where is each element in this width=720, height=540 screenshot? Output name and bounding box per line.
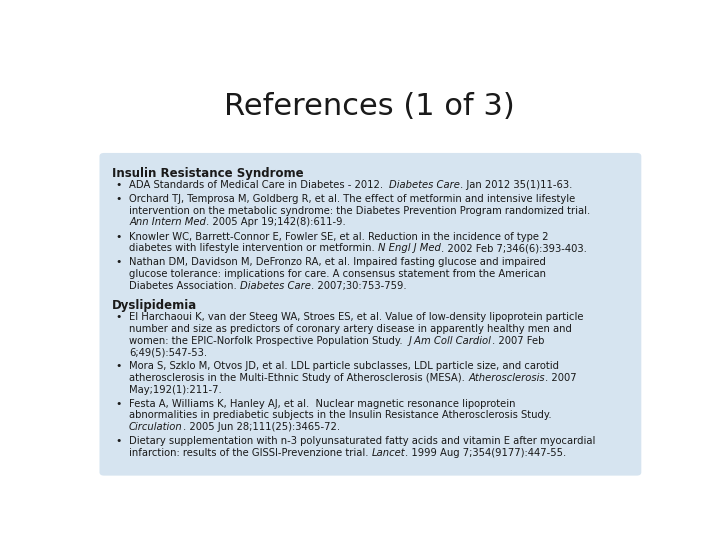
Text: . 2002 Feb 7;346(6):393-403.: . 2002 Feb 7;346(6):393-403. (441, 243, 587, 253)
Text: Festa A, Williams K, Hanley AJ, et al.  Nuclear magnetic resonance lipoprotein: Festa A, Williams K, Hanley AJ, et al. N… (129, 399, 516, 409)
Text: women: the EPIC-Norfolk Prospective Population Study.: women: the EPIC-Norfolk Prospective Popu… (129, 336, 409, 346)
Text: . 2005 Jun 28;111(25):3465-72.: . 2005 Jun 28;111(25):3465-72. (183, 422, 340, 432)
Text: . 1999 Aug 7;354(9177):447-55.: . 1999 Aug 7;354(9177):447-55. (405, 448, 567, 458)
Text: diabetes with lifestyle intervention or metformin.: diabetes with lifestyle intervention or … (129, 243, 378, 253)
Text: Circulation: Circulation (129, 422, 183, 432)
Text: Dietary supplementation with n-3 polyunsaturated fatty acids and vitamin E after: Dietary supplementation with n-3 polyuns… (129, 436, 595, 446)
Text: Insulin Resistance Syndrome: Insulin Resistance Syndrome (112, 167, 304, 180)
Text: Lancet: Lancet (372, 448, 405, 458)
Text: •: • (115, 312, 122, 322)
Text: glucose tolerance: implications for care. A consensus statement from the America: glucose tolerance: implications for care… (129, 269, 546, 279)
Text: . 2007 Feb: . 2007 Feb (492, 336, 544, 346)
Text: Diabetes Care: Diabetes Care (240, 281, 311, 291)
Text: 6;49(5):547-53.: 6;49(5):547-53. (129, 347, 207, 357)
FancyBboxPatch shape (99, 153, 642, 476)
Text: Ann Intern Med: Ann Intern Med (129, 218, 206, 227)
Text: . 2007: . 2007 (545, 373, 576, 383)
Text: . 2005 Apr 19;142(8):611-9.: . 2005 Apr 19;142(8):611-9. (206, 218, 346, 227)
Text: . 2007;30:753-759.: . 2007;30:753-759. (311, 281, 406, 291)
Text: atherosclerosis in the Multi-Ethnic Study of Atherosclerosis (MESA).: atherosclerosis in the Multi-Ethnic Stud… (129, 373, 468, 383)
Text: intervention on the metabolic syndrome: the Diabetes Prevention Program randomiz: intervention on the metabolic syndrome: … (129, 206, 590, 216)
Text: number and size as predictors of coronary artery disease in apparently healthy m: number and size as predictors of coronar… (129, 324, 572, 334)
Text: . Jan 2012 35(1)11-63.: . Jan 2012 35(1)11-63. (460, 180, 572, 190)
Text: J Am Coll Cardiol: J Am Coll Cardiol (409, 336, 492, 346)
Text: •: • (115, 180, 122, 190)
Text: Nathan DM, Davidson M, DeFronzo RA, et al. Impaired fasting glucose and impaired: Nathan DM, Davidson M, DeFronzo RA, et a… (129, 258, 546, 267)
Text: Mora S, Szklo M, Otvos JD, et al. LDL particle subclasses, LDL particle size, an: Mora S, Szklo M, Otvos JD, et al. LDL pa… (129, 361, 559, 372)
Text: May;192(1):211-7.: May;192(1):211-7. (129, 384, 222, 395)
Text: •: • (115, 436, 122, 446)
Text: References (1 of 3): References (1 of 3) (224, 92, 514, 121)
Text: •: • (115, 399, 122, 409)
Text: Diabetes Association.: Diabetes Association. (129, 281, 240, 291)
Text: N Engl J Med: N Engl J Med (378, 243, 441, 253)
Text: •: • (115, 361, 122, 372)
Text: infarction: results of the GISSI-Prevenzione trial.: infarction: results of the GISSI-Prevenz… (129, 448, 372, 458)
Text: El Harchaoui K, van der Steeg WA, Stroes ES, et al. Value of low-density lipopro: El Harchaoui K, van der Steeg WA, Stroes… (129, 312, 583, 322)
Text: Knowler WC, Barrett-Connor E, Fowler SE, et al. Reduction in the incidence of ty: Knowler WC, Barrett-Connor E, Fowler SE,… (129, 232, 549, 241)
Text: Atherosclerosis: Atherosclerosis (468, 373, 545, 383)
Text: Diabetes Care: Diabetes Care (390, 180, 460, 190)
Text: •: • (115, 258, 122, 267)
Text: abnormalities in prediabetic subjects in the Insulin Resistance Atherosclerosis : abnormalities in prediabetic subjects in… (129, 410, 552, 421)
Text: Dyslipidemia: Dyslipidemia (112, 299, 197, 312)
Text: Orchard TJ, Temprosa M, Goldberg R, et al. The effect of metformin and intensive: Orchard TJ, Temprosa M, Goldberg R, et a… (129, 194, 575, 204)
Text: ADA Standards of Medical Care in Diabetes - 2012.: ADA Standards of Medical Care in Diabete… (129, 180, 390, 190)
Text: •: • (115, 232, 122, 241)
Text: •: • (115, 194, 122, 204)
